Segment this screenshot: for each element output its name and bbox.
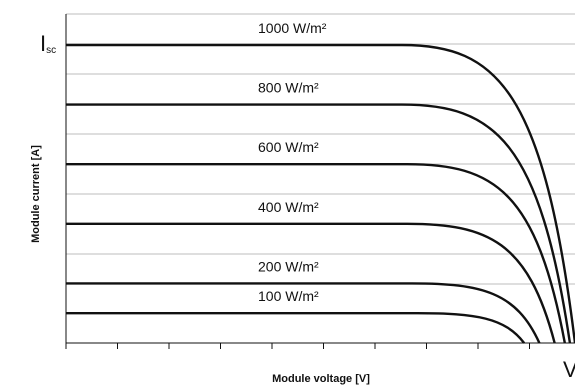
- chart-curves: [66, 43, 575, 344]
- x-axis-ticks: [65, 343, 530, 349]
- curve-label: 1000 W/m²: [258, 20, 327, 36]
- isc-marker-sub: sc: [46, 45, 56, 56]
- iv-curve: [66, 43, 575, 344]
- curve-label: 600 W/m²: [258, 139, 319, 155]
- curve-labels: 1000 W/m² 800 W/m² 600 W/m² 400 W/m² 200 W/m…: [258, 20, 327, 304]
- curve-label: 100 W/m²: [258, 288, 319, 304]
- isc-marker-label: Isc: [40, 31, 56, 56]
- curve-label: 800 W/m²: [258, 80, 319, 96]
- curve-label: 200 W/m²: [258, 258, 319, 274]
- iv-curve: [66, 163, 566, 344]
- iv-curve: [66, 222, 556, 344]
- curve-label: 400 W/m²: [258, 199, 319, 215]
- iv-curve: [66, 103, 572, 344]
- voc-marker-label: V: [563, 357, 575, 382]
- isc-marker-main: I: [40, 31, 46, 56]
- chart-axes: [65, 14, 575, 344]
- x-axis-title: Module voltage [V]: [272, 373, 370, 385]
- iv-curve: [66, 282, 541, 344]
- y-axis-title: Module current [A]: [30, 145, 42, 243]
- iv-curve: [66, 312, 526, 344]
